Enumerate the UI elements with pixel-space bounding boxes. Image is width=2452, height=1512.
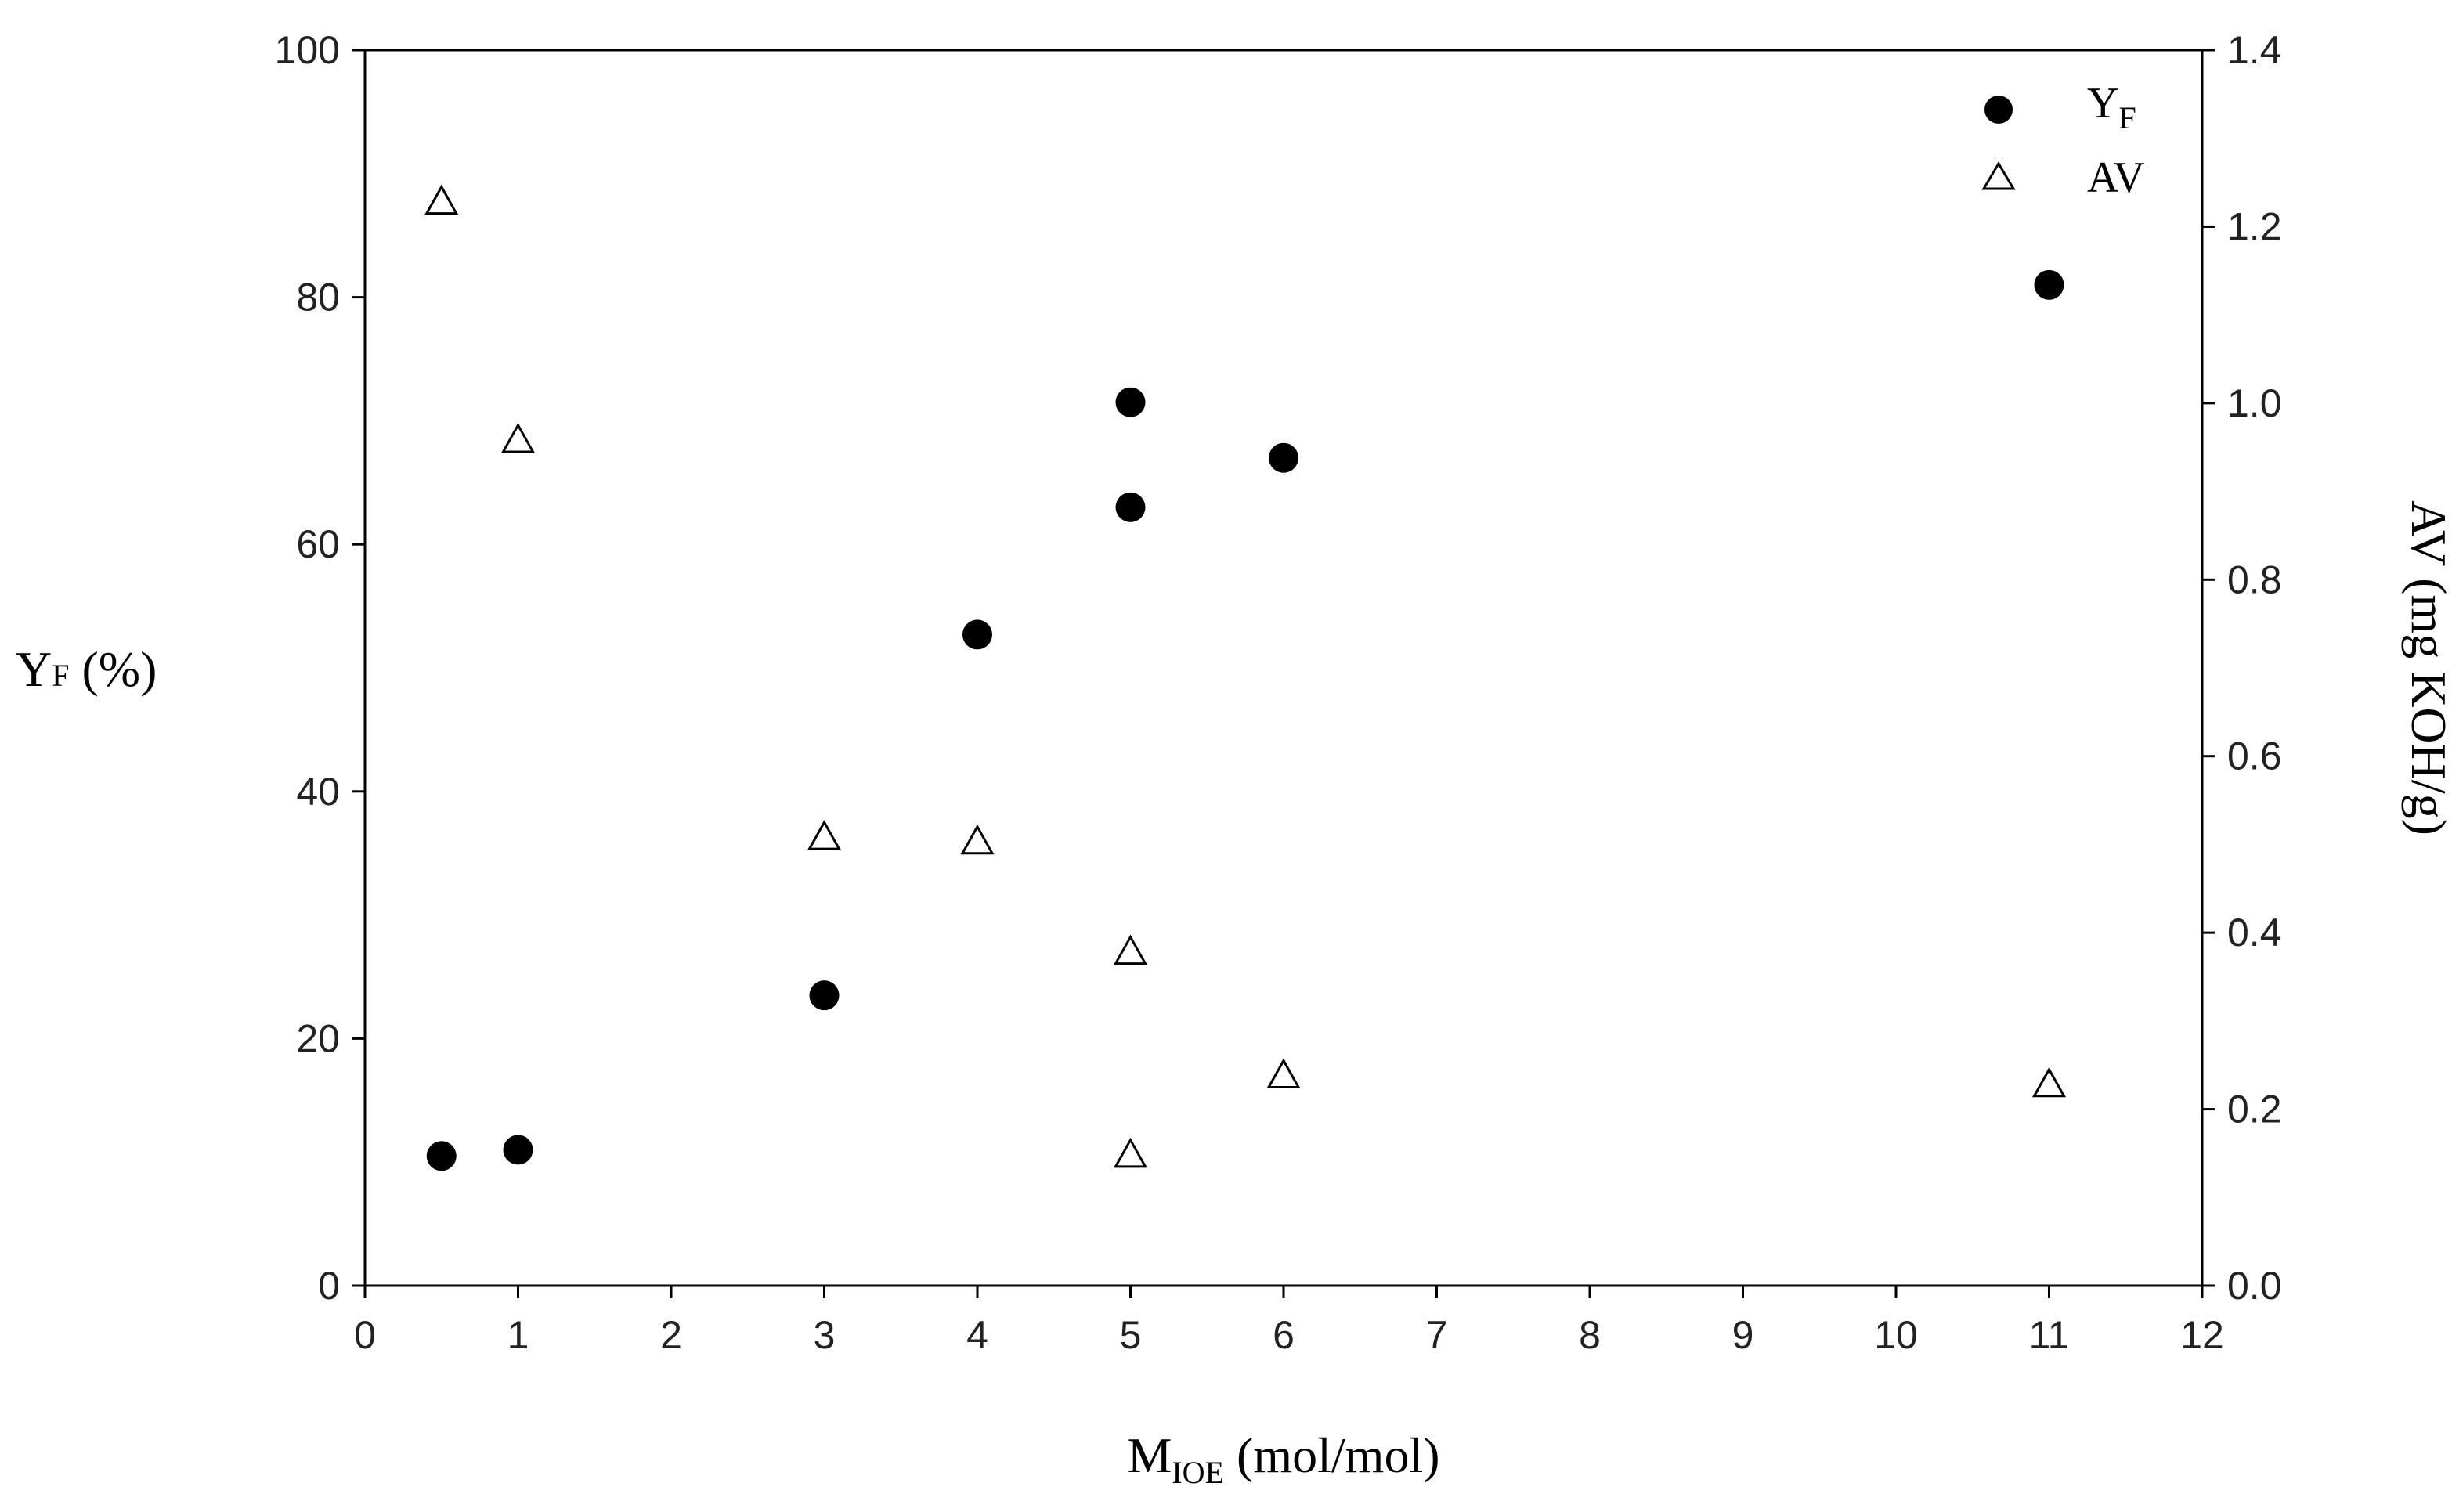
right-y-tick-label-1: 0.2 (2227, 1088, 2282, 1131)
right-y-tick-label-2: 0.4 (2227, 911, 2282, 954)
x-axis-title-rest: (mol/mol) (1224, 1427, 1440, 1483)
x-tick-label-12: 12 (2180, 1313, 2224, 1357)
yf-point-3 (962, 619, 992, 650)
left-y-tick-label-3: 60 (296, 522, 340, 566)
x-ticks: 0 1 2 3 4 5 6 7 8 9 10 11 12 (354, 1286, 2224, 1357)
left-y-tick-label-4: 80 (296, 276, 340, 319)
x-tick-label-3: 3 (814, 1313, 836, 1357)
x-tick-label-1: 1 (507, 1313, 529, 1357)
yf-point-5 (1115, 387, 1146, 417)
left-y-tick-label-2: 40 (296, 770, 340, 814)
right-y-axis-title: AV (mg KOH/g) (2401, 500, 2452, 835)
legend: YF AV (1981, 79, 2145, 202)
x-tick-label-8: 8 (1579, 1313, 1601, 1357)
av-point-0 (424, 184, 459, 215)
av-point-1 (500, 422, 536, 453)
x-tick-label-9: 9 (1732, 1313, 1754, 1357)
right-y-ticks: 0.0 0.2 0.4 0.6 0.8 1.0 1.2 1.4 (2202, 28, 2282, 1308)
legend-label-yf: YF (2087, 79, 2136, 135)
yf-point-7 (2034, 269, 2064, 300)
left-y-axis-title: YF (%) (16, 641, 157, 697)
av-point-2 (807, 820, 842, 850)
left-y-axis-title-rest: (%) (69, 641, 157, 697)
x-tick-label-11: 11 (2029, 1313, 2070, 1357)
av-point-6 (1266, 1058, 1301, 1088)
av-point-4 (1113, 934, 1148, 965)
x-tick-label-6: 6 (1273, 1313, 1295, 1357)
x-tick-label-10: 10 (1874, 1313, 1918, 1357)
x-tick-label-0: 0 (354, 1313, 376, 1357)
x-tick-label-7: 7 (1426, 1313, 1448, 1357)
left-y-tick-label-1: 20 (296, 1016, 340, 1060)
yf-point-0 (426, 1141, 457, 1171)
data-points (424, 184, 2067, 1171)
x-tick-label-2: 2 (660, 1313, 682, 1357)
x-tick-label-4: 4 (966, 1313, 988, 1357)
yf-point-4 (1115, 492, 1146, 522)
yf-point-6 (1269, 442, 1298, 473)
legend-marker-yf (1984, 96, 2013, 124)
x-tick-label-5: 5 (1120, 1313, 1142, 1357)
legend-marker-av (1981, 161, 2016, 190)
axes (363, 49, 2204, 1287)
right-y-tick-label-5: 1.0 (2227, 381, 2282, 425)
x-axis-title-sub: IOE (1172, 1455, 1224, 1490)
right-y-tick-label-3: 0.6 (2227, 734, 2282, 778)
right-y-tick-label-6: 1.2 (2227, 204, 2282, 248)
right-y-tick-label-7: 1.4 (2227, 28, 2282, 72)
right-y-tick-label-4: 0.8 (2227, 558, 2282, 601)
legend-label-av: AV (2087, 153, 2145, 202)
right-y-tick-label-0: 0.0 (2227, 1264, 2282, 1308)
yf-point-1 (503, 1135, 533, 1165)
yf-point-2 (809, 980, 840, 1011)
left-y-tick-label-5: 100 (275, 28, 340, 72)
av-point-3 (960, 824, 995, 855)
x-axis-title-main: M (1127, 1427, 1172, 1483)
legend-label-yf-main: Y (2087, 79, 2118, 128)
legend-label-yf-sub: F (2118, 100, 2136, 135)
left-y-axis-title-main: Y (16, 641, 52, 697)
left-y-axis-title-sub: F (52, 658, 69, 693)
av-point-7 (2031, 1066, 2067, 1098)
av-point-5 (1113, 1137, 1148, 1168)
left-y-ticks: 0 20 40 60 80 100 (275, 28, 365, 1308)
left-y-tick-label-0: 0 (318, 1264, 340, 1308)
x-axis-title: MIOE (mol/mol) (1127, 1427, 1439, 1490)
